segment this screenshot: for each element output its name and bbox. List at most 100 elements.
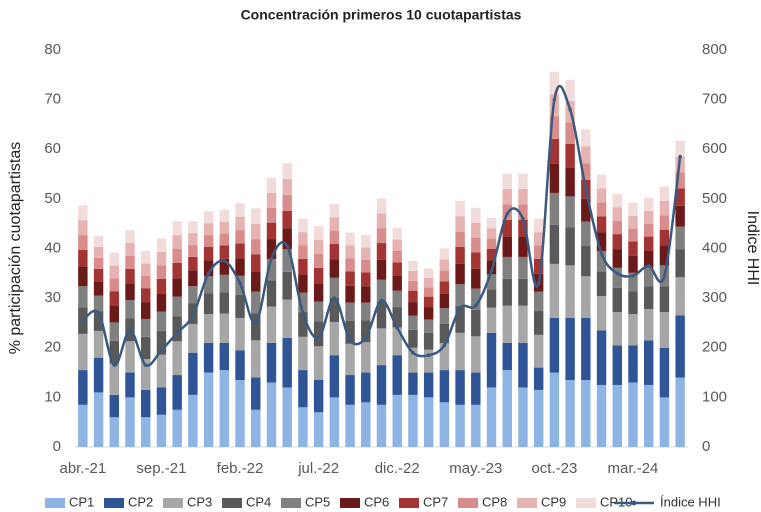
bar-segment [675,377,685,447]
bar-segment [109,322,120,341]
bar-segment [471,207,481,223]
bar-segment [643,223,654,237]
bar-segment [329,244,340,260]
bar-segment [486,248,497,261]
bar-segment [423,287,434,297]
bar-segment [345,245,355,259]
bar-segment [486,238,497,249]
bar-segment [659,215,670,230]
bar-segment [581,276,591,318]
x-tick-label: dic.-22 [375,460,420,477]
bar-segment [235,230,245,244]
bar-segment [518,188,528,205]
legend-swatch [163,498,183,508]
bar-segment [156,265,167,279]
bar-segment [109,340,120,364]
bar-segment [203,247,214,261]
hhi-marker [646,264,651,268]
bar-segment [235,243,245,259]
bar-segment [125,255,135,269]
bar-segment [282,337,292,388]
bar-segment [628,291,638,315]
bar-segment [172,296,182,317]
bar-segment [329,297,340,322]
bar-segment [581,221,591,247]
bar-segment [533,367,544,390]
hhi-marker [536,281,541,286]
x-tick-label: sep.-21 [136,460,186,477]
bar-segment [471,252,481,269]
legend-swatch [458,498,478,508]
bar-segment [502,342,512,371]
bar-segment [109,252,120,266]
hhi-marker [363,336,368,340]
bar-segment [235,203,245,217]
bar-segment [565,143,575,168]
bar-segment [329,230,340,245]
bar-segment [643,384,654,447]
bar-segment [628,314,638,346]
bar-segment [313,301,324,322]
hhi-marker [395,326,400,330]
hhi-marker [552,97,557,102]
y-tick-label: 60 [44,140,61,157]
y-tick-label: 70 [44,91,61,108]
bar-segment [486,217,497,229]
bar-segment [392,327,402,356]
bar-segment [93,281,104,296]
bar-segment [549,263,560,318]
bar-segment [251,208,261,224]
bar-segment [188,221,198,234]
bar-segment [392,228,402,240]
bar-segment [361,247,371,260]
bar-segment [219,370,230,447]
bar-segment [78,370,88,405]
y-tick-label: 20 [44,339,61,356]
hhi-marker [678,154,682,159]
bar-segment [565,380,575,447]
legend-label: CP1 [69,494,94,509]
bar-segment [93,357,104,393]
bar-segment [172,248,182,263]
bar-segment [203,235,214,248]
bar-segment [643,236,654,251]
bar-segment [282,163,292,180]
bar-segment [141,263,151,276]
bar-segment [266,192,277,208]
y-tick-label: 30 [44,289,61,306]
bar-segment [392,239,402,251]
bar-segment [172,341,182,376]
bar-segment [423,349,434,373]
hhi-marker [458,306,462,310]
bar-segment [141,302,151,319]
bar-segment [361,342,371,373]
bar-segment [188,256,198,271]
bar-segment [313,267,324,284]
bar-segment [266,382,277,447]
bar-segment [628,202,638,216]
bar-segment [141,336,151,360]
hhi-marker [505,211,510,216]
bar-segment [282,210,292,229]
bar-segment [188,270,198,287]
bar-segment [235,380,245,447]
x-tick-label: oct.-23 [531,460,577,477]
legend-swatch [576,498,596,508]
bar-segment [423,268,434,278]
bar-segment [533,311,544,335]
bar-segment [156,251,167,266]
bar-segment [251,254,261,272]
bar-segment [471,288,481,311]
bar-segment [141,389,151,418]
hhi-marker [474,303,478,308]
bar-segment [203,211,214,224]
bar-segment [78,235,88,250]
bar-segment [282,387,292,447]
bar-segment [376,259,387,280]
bar-segment [298,274,308,293]
bar-segment [345,258,355,272]
legend-swatch [399,498,419,508]
bar-segment [345,343,355,376]
bar-segment [533,218,544,233]
bar-segment [266,178,277,193]
